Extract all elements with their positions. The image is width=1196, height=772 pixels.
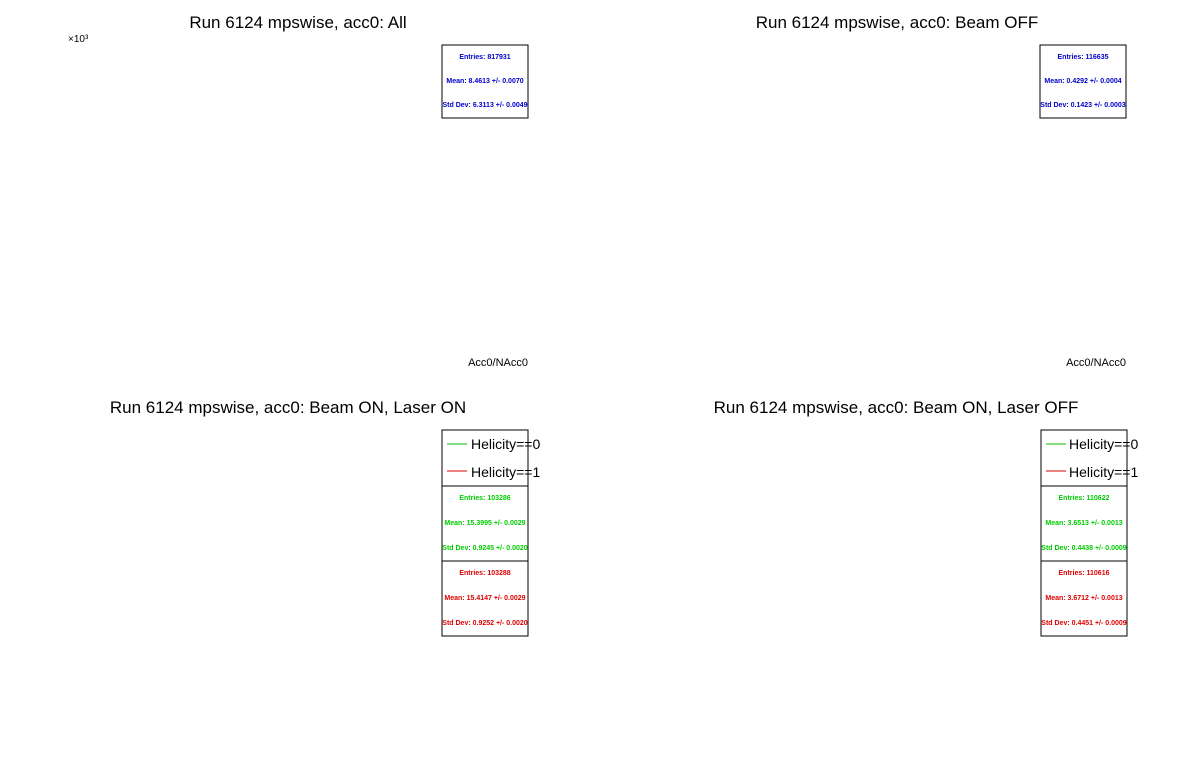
stats-entries: Entries: 116635 <box>1058 54 1109 61</box>
panel-title: Run 6124 mpswise, acc0: Beam ON, Laser O… <box>110 398 466 417</box>
legend-label-helicity-0: Helicity==0 <box>1069 436 1138 452</box>
stats-box-helicity-0: Entries: 110622 Mean: 3.6513 +/- 0.0013 … <box>1040 485 1128 562</box>
x-axis-label: Acc0/NAcc0 <box>1066 357 1126 369</box>
stats-entries: Entries: 110622 <box>1059 495 1110 502</box>
legend-label-helicity-1: Helicity==1 <box>471 464 540 480</box>
stats-mean: Mean: 15.3995 +/- 0.0029 <box>444 520 525 527</box>
stats-mean: Mean: 8.4613 +/- 0.0070 <box>446 78 523 85</box>
stats-box-helicity-0: Entries: 103286 Mean: 15.3995 +/- 0.0029… <box>441 485 529 562</box>
stats-stddev: Std Dev: 0.4438 +/- 0.0009 <box>1041 545 1127 552</box>
panel-laser-off: Run 6124 mpswise, acc0: Beam ON, Laser O… <box>714 398 1138 637</box>
stats-box-frame <box>1039 44 1127 119</box>
stats-stddev: Std Dev: 0.9245 +/- 0.0020 <box>442 545 528 552</box>
stats-entries: Entries: 103286 <box>459 495 510 502</box>
panel-title: Run 6124 mpswise, acc0: All <box>189 13 406 32</box>
stats-entries: Entries: 103288 <box>459 570 510 577</box>
stats-box-frame <box>1040 560 1128 637</box>
stats-stddev: Std Dev: 6.3113 +/- 0.0049 <box>442 102 527 109</box>
legend-frame <box>1040 429 1128 487</box>
stats-box: Entries: 817931 Mean: 8.4613 +/- 0.0070 … <box>441 44 529 119</box>
stats-stddev: Std Dev: 0.9252 +/- 0.0020 <box>442 620 528 627</box>
legend: Helicity==0 Helicity==1 <box>441 429 540 487</box>
stats-box-helicity-1: Entries: 103288 Mean: 15.4147 +/- 0.0029… <box>441 560 529 637</box>
stats-mean: Mean: 3.6712 +/- 0.0013 <box>1045 595 1122 602</box>
stats-entries: Entries: 110616 <box>1059 570 1110 577</box>
stats-mean: Mean: 15.4147 +/- 0.0029 <box>444 595 525 602</box>
stats-entries: Entries: 817931 <box>459 54 510 61</box>
legend-label-helicity-0: Helicity==0 <box>471 436 540 452</box>
legend: Helicity==0 Helicity==1 <box>1040 429 1138 487</box>
legend-frame <box>441 429 529 487</box>
stats-mean: Mean: 0.4292 +/- 0.0004 <box>1044 78 1121 85</box>
legend-label-helicity-1: Helicity==1 <box>1069 464 1138 480</box>
stats-box-frame <box>441 560 529 637</box>
stats-box-frame <box>1040 485 1128 562</box>
panel-title: Run 6124 mpswise, acc0: Beam OFF <box>756 13 1039 32</box>
panel-beam-off: Run 6124 mpswise, acc0: Beam OFF Acc0/NA… <box>756 13 1127 369</box>
panel-all: Run 6124 mpswise, acc0: All ×10³ Acc0/NA… <box>68 13 529 369</box>
stats-stddev: Std Dev: 0.4451 +/- 0.0009 <box>1041 620 1127 627</box>
x-axis-label: Acc0/NAcc0 <box>468 357 528 369</box>
stats-box: Entries: 116635 Mean: 0.4292 +/- 0.0004 … <box>1039 44 1127 119</box>
y-multiplier-label: ×10³ <box>68 34 89 45</box>
panel-title: Run 6124 mpswise, acc0: Beam ON, Laser O… <box>714 398 1079 417</box>
stats-stddev: Std Dev: 0.1423 +/- 0.0003 <box>1040 102 1126 109</box>
panel-laser-on: Run 6124 mpswise, acc0: Beam ON, Laser O… <box>110 398 540 637</box>
stats-box-helicity-1: Entries: 110616 Mean: 3.6712 +/- 0.0013 … <box>1040 560 1128 637</box>
stats-mean: Mean: 3.6513 +/- 0.0013 <box>1045 520 1122 527</box>
stats-box-frame <box>441 44 529 119</box>
